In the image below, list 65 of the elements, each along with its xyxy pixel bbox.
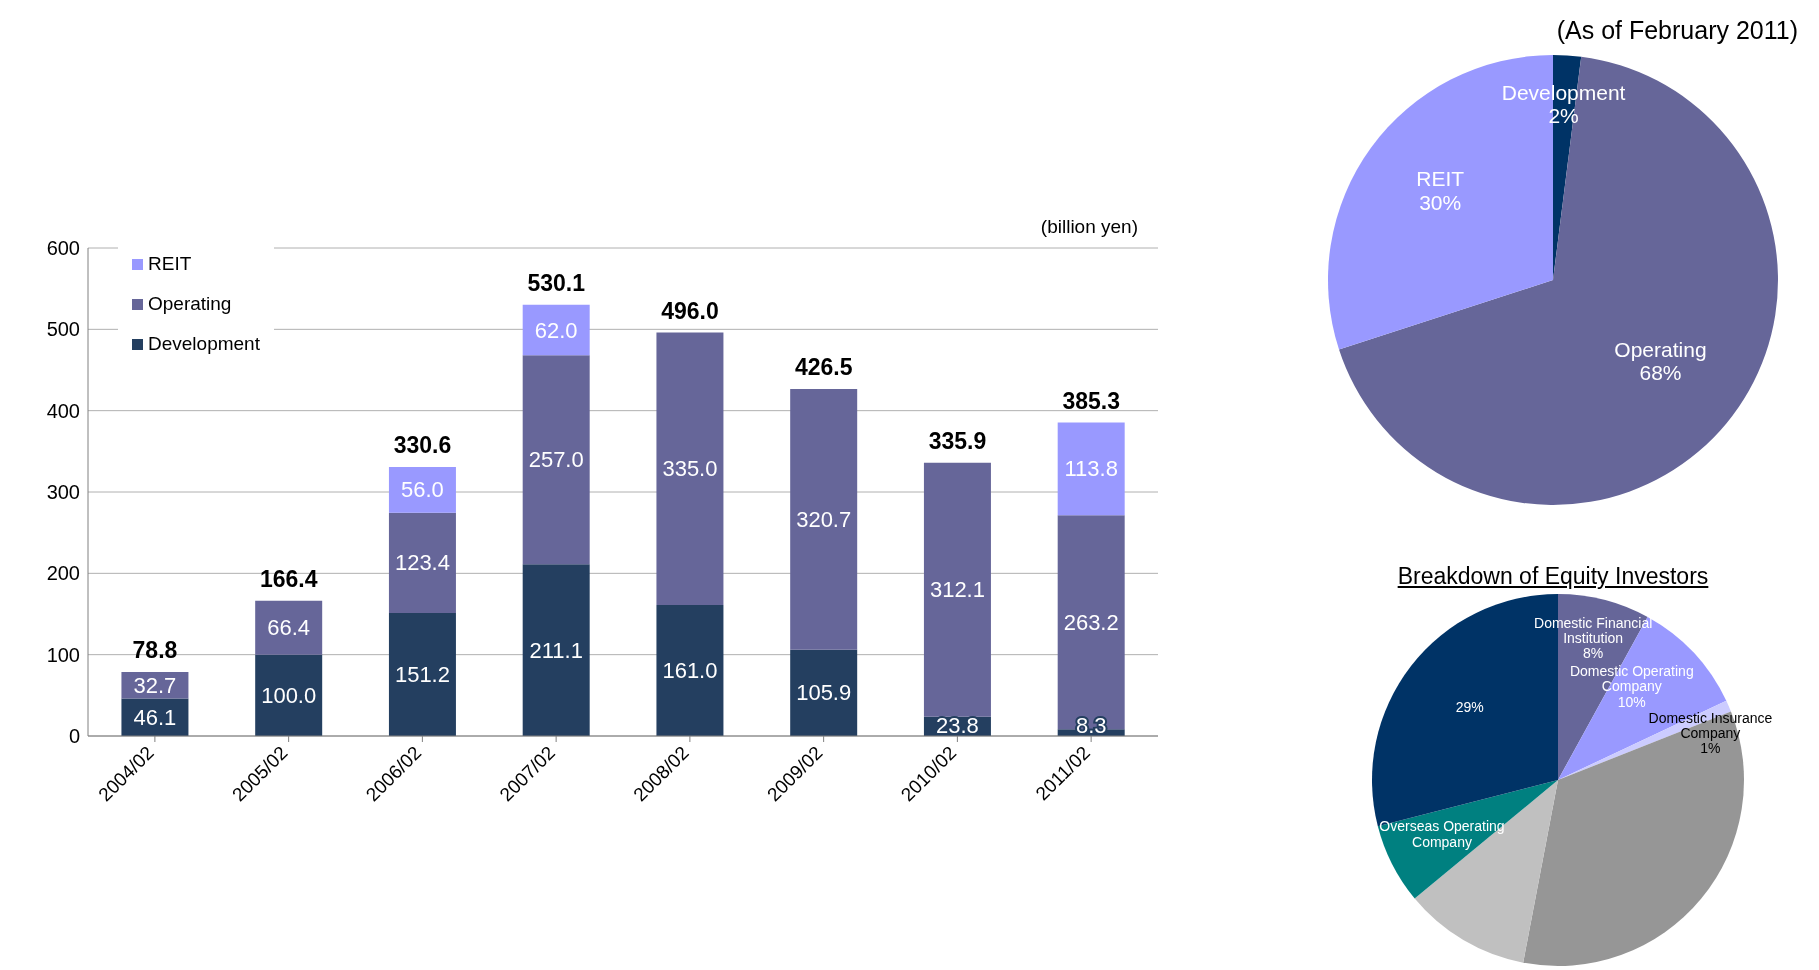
data-label: 8.3 bbox=[1075, 712, 1107, 738]
y-tick-label: 500 bbox=[46, 318, 80, 341]
chart-title: (As of February 2011) bbox=[1555, 16, 1799, 45]
data-label: 66.4 bbox=[267, 615, 311, 641]
data-label: 335.0 bbox=[662, 456, 718, 482]
data-label: 211.1 bbox=[529, 637, 583, 663]
bar bbox=[388, 467, 456, 513]
data-label: 100.0 bbox=[261, 682, 317, 708]
total-label: 530.1 bbox=[527, 269, 586, 296]
y-tick-label: 400 bbox=[46, 399, 80, 422]
slice-label: Operating bbox=[1614, 338, 1707, 362]
y-tick-label: 300 bbox=[46, 481, 80, 504]
total-label: 385.3 bbox=[1062, 387, 1120, 414]
data-label: 151.2 bbox=[394, 662, 450, 688]
bar bbox=[656, 605, 724, 736]
bar bbox=[388, 613, 456, 736]
data-label: 113.8 bbox=[1064, 456, 1118, 482]
y-tick-label: 100 bbox=[46, 643, 80, 666]
bar bbox=[255, 654, 323, 736]
total-label: 330.6 bbox=[393, 432, 452, 459]
bar bbox=[923, 462, 991, 717]
data-label: 161.0 bbox=[662, 658, 718, 684]
bar bbox=[1057, 422, 1125, 516]
data-label: 1% bbox=[1700, 740, 1721, 757]
slice-label: Overseas Operating Company bbox=[1379, 818, 1505, 850]
bar bbox=[522, 564, 590, 736]
data-label: 8% bbox=[1583, 645, 1604, 662]
data-label: 312.1 bbox=[929, 577, 985, 603]
data-label: 123.4 bbox=[394, 550, 450, 576]
bar bbox=[522, 355, 590, 565]
slice-label: REIT bbox=[1416, 167, 1465, 191]
bar bbox=[255, 600, 323, 655]
bar bbox=[656, 332, 724, 606]
total-label: 166.4 bbox=[259, 565, 318, 592]
data-label: 105.9 bbox=[796, 680, 852, 706]
y-tick-label: 600 bbox=[46, 237, 80, 260]
bar bbox=[790, 389, 858, 650]
y-tick-label: 200 bbox=[46, 562, 80, 585]
bar bbox=[388, 512, 456, 614]
data-label: 257.0 bbox=[528, 447, 584, 473]
total-label: 335.9 bbox=[928, 427, 987, 454]
data-label: 30% bbox=[1419, 190, 1462, 214]
bar bbox=[522, 304, 590, 356]
total-label: 496.0 bbox=[661, 297, 719, 324]
data-label: 320.7 bbox=[796, 506, 852, 532]
data-label: 29% bbox=[1455, 698, 1484, 715]
pie-slice bbox=[1339, 56, 1778, 505]
slice-label: Development bbox=[1501, 81, 1626, 105]
data-label: 10% bbox=[1617, 693, 1646, 710]
legend-label: Operating bbox=[148, 293, 232, 315]
data-label: 62.0 bbox=[534, 317, 578, 343]
y-axis-title: (billion yen) bbox=[1040, 216, 1138, 237]
data-label: 32.7 bbox=[133, 672, 177, 698]
legend-label: Development bbox=[148, 333, 260, 355]
y-tick-label: 0 bbox=[68, 725, 80, 748]
legend-label: REIT bbox=[148, 253, 192, 275]
chart-title: Breakdown of Equity Investors bbox=[1396, 563, 1710, 590]
data-label: 46.1 bbox=[133, 704, 177, 730]
data-label: 68% bbox=[1639, 361, 1682, 385]
data-label: 263.2 bbox=[1063, 609, 1119, 635]
total-label: 78.8 bbox=[132, 636, 178, 663]
total-label: 426.5 bbox=[794, 354, 853, 381]
data-label: 56.0 bbox=[401, 477, 444, 503]
bar bbox=[790, 649, 858, 736]
data-label: 23.8 bbox=[936, 712, 979, 738]
